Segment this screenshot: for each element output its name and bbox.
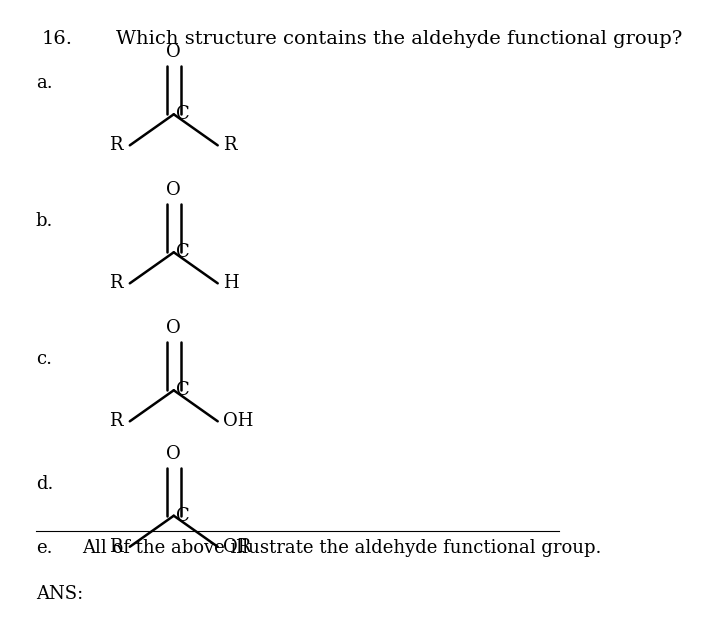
Text: C: C bbox=[176, 243, 190, 261]
Text: R: R bbox=[109, 274, 123, 292]
Text: ANS:: ANS: bbox=[36, 585, 83, 603]
Text: O: O bbox=[167, 181, 181, 199]
Text: R: R bbox=[109, 136, 123, 154]
Text: R: R bbox=[109, 538, 123, 556]
Text: O: O bbox=[167, 445, 181, 462]
Text: R: R bbox=[224, 136, 237, 154]
Text: C: C bbox=[176, 507, 190, 525]
Text: a.: a. bbox=[36, 74, 52, 92]
Text: R: R bbox=[109, 412, 123, 430]
Text: c.: c. bbox=[36, 350, 52, 368]
Text: O: O bbox=[167, 319, 181, 337]
Text: O: O bbox=[167, 43, 181, 61]
Text: All of the above illustrate the aldehyde functional group.: All of the above illustrate the aldehyde… bbox=[82, 539, 602, 557]
Text: d.: d. bbox=[36, 476, 53, 493]
Text: Which structure contains the aldehyde functional group?: Which structure contains the aldehyde fu… bbox=[116, 30, 683, 48]
Text: b.: b. bbox=[36, 212, 53, 230]
Text: e.: e. bbox=[36, 539, 52, 557]
Text: OH: OH bbox=[224, 412, 254, 430]
Text: OR: OR bbox=[224, 538, 252, 556]
Text: H: H bbox=[224, 274, 239, 292]
Text: C: C bbox=[176, 381, 190, 399]
Text: C: C bbox=[176, 105, 190, 123]
Text: 16.: 16. bbox=[42, 30, 73, 48]
